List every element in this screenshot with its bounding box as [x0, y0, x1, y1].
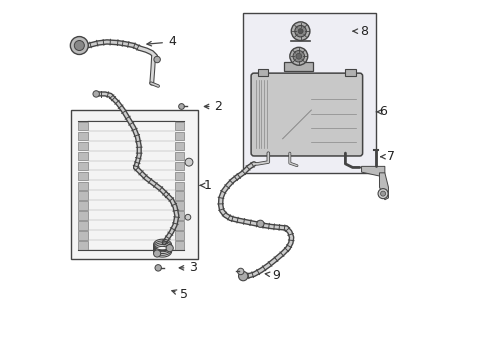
Circle shape: [290, 47, 308, 65]
Bar: [175, 231, 184, 240]
Circle shape: [155, 265, 161, 271]
Bar: [77, 211, 88, 220]
Bar: [77, 132, 88, 140]
Circle shape: [153, 250, 161, 257]
Bar: [77, 122, 88, 130]
Text: 5: 5: [172, 288, 189, 301]
Circle shape: [239, 271, 248, 281]
Bar: [175, 192, 184, 200]
Polygon shape: [362, 166, 385, 176]
Bar: [258, 69, 269, 76]
Bar: [243, 13, 376, 173]
Circle shape: [293, 50, 304, 62]
Bar: [345, 69, 356, 76]
Text: 6: 6: [377, 105, 388, 118]
Bar: [175, 172, 184, 180]
Text: 2: 2: [204, 100, 222, 113]
Bar: [77, 172, 88, 180]
Text: 3: 3: [179, 261, 197, 274]
Text: 4: 4: [147, 35, 176, 49]
FancyBboxPatch shape: [251, 73, 363, 156]
Circle shape: [381, 191, 386, 196]
Bar: [77, 241, 88, 249]
Bar: [175, 221, 184, 230]
Text: 8: 8: [353, 25, 368, 38]
Bar: [77, 181, 88, 190]
Bar: [77, 152, 88, 160]
Circle shape: [74, 41, 84, 50]
Circle shape: [154, 56, 160, 63]
Circle shape: [185, 158, 193, 166]
Text: 9: 9: [265, 269, 280, 282]
Circle shape: [166, 244, 173, 252]
Bar: [175, 142, 184, 150]
Bar: [175, 181, 184, 190]
Bar: [77, 162, 88, 170]
Circle shape: [257, 220, 264, 227]
Bar: [77, 221, 88, 230]
Circle shape: [93, 91, 99, 97]
Circle shape: [298, 29, 303, 34]
Bar: [175, 162, 184, 170]
Polygon shape: [379, 173, 389, 200]
Text: 7: 7: [381, 150, 394, 163]
Circle shape: [71, 37, 88, 54]
Bar: [175, 152, 184, 160]
Bar: [71, 110, 198, 259]
Bar: [175, 132, 184, 140]
Bar: [77, 231, 88, 240]
Bar: [77, 201, 88, 210]
Bar: [77, 142, 88, 150]
Bar: [77, 192, 88, 200]
Circle shape: [291, 22, 310, 41]
Circle shape: [296, 53, 302, 59]
Bar: [175, 201, 184, 210]
Bar: [175, 211, 184, 220]
Circle shape: [378, 189, 388, 199]
Bar: [175, 122, 184, 130]
Text: 1: 1: [200, 179, 212, 192]
Circle shape: [185, 214, 191, 220]
Bar: [175, 241, 184, 249]
Circle shape: [179, 104, 184, 109]
Bar: [285, 62, 313, 71]
Circle shape: [238, 268, 244, 275]
Circle shape: [295, 26, 306, 37]
